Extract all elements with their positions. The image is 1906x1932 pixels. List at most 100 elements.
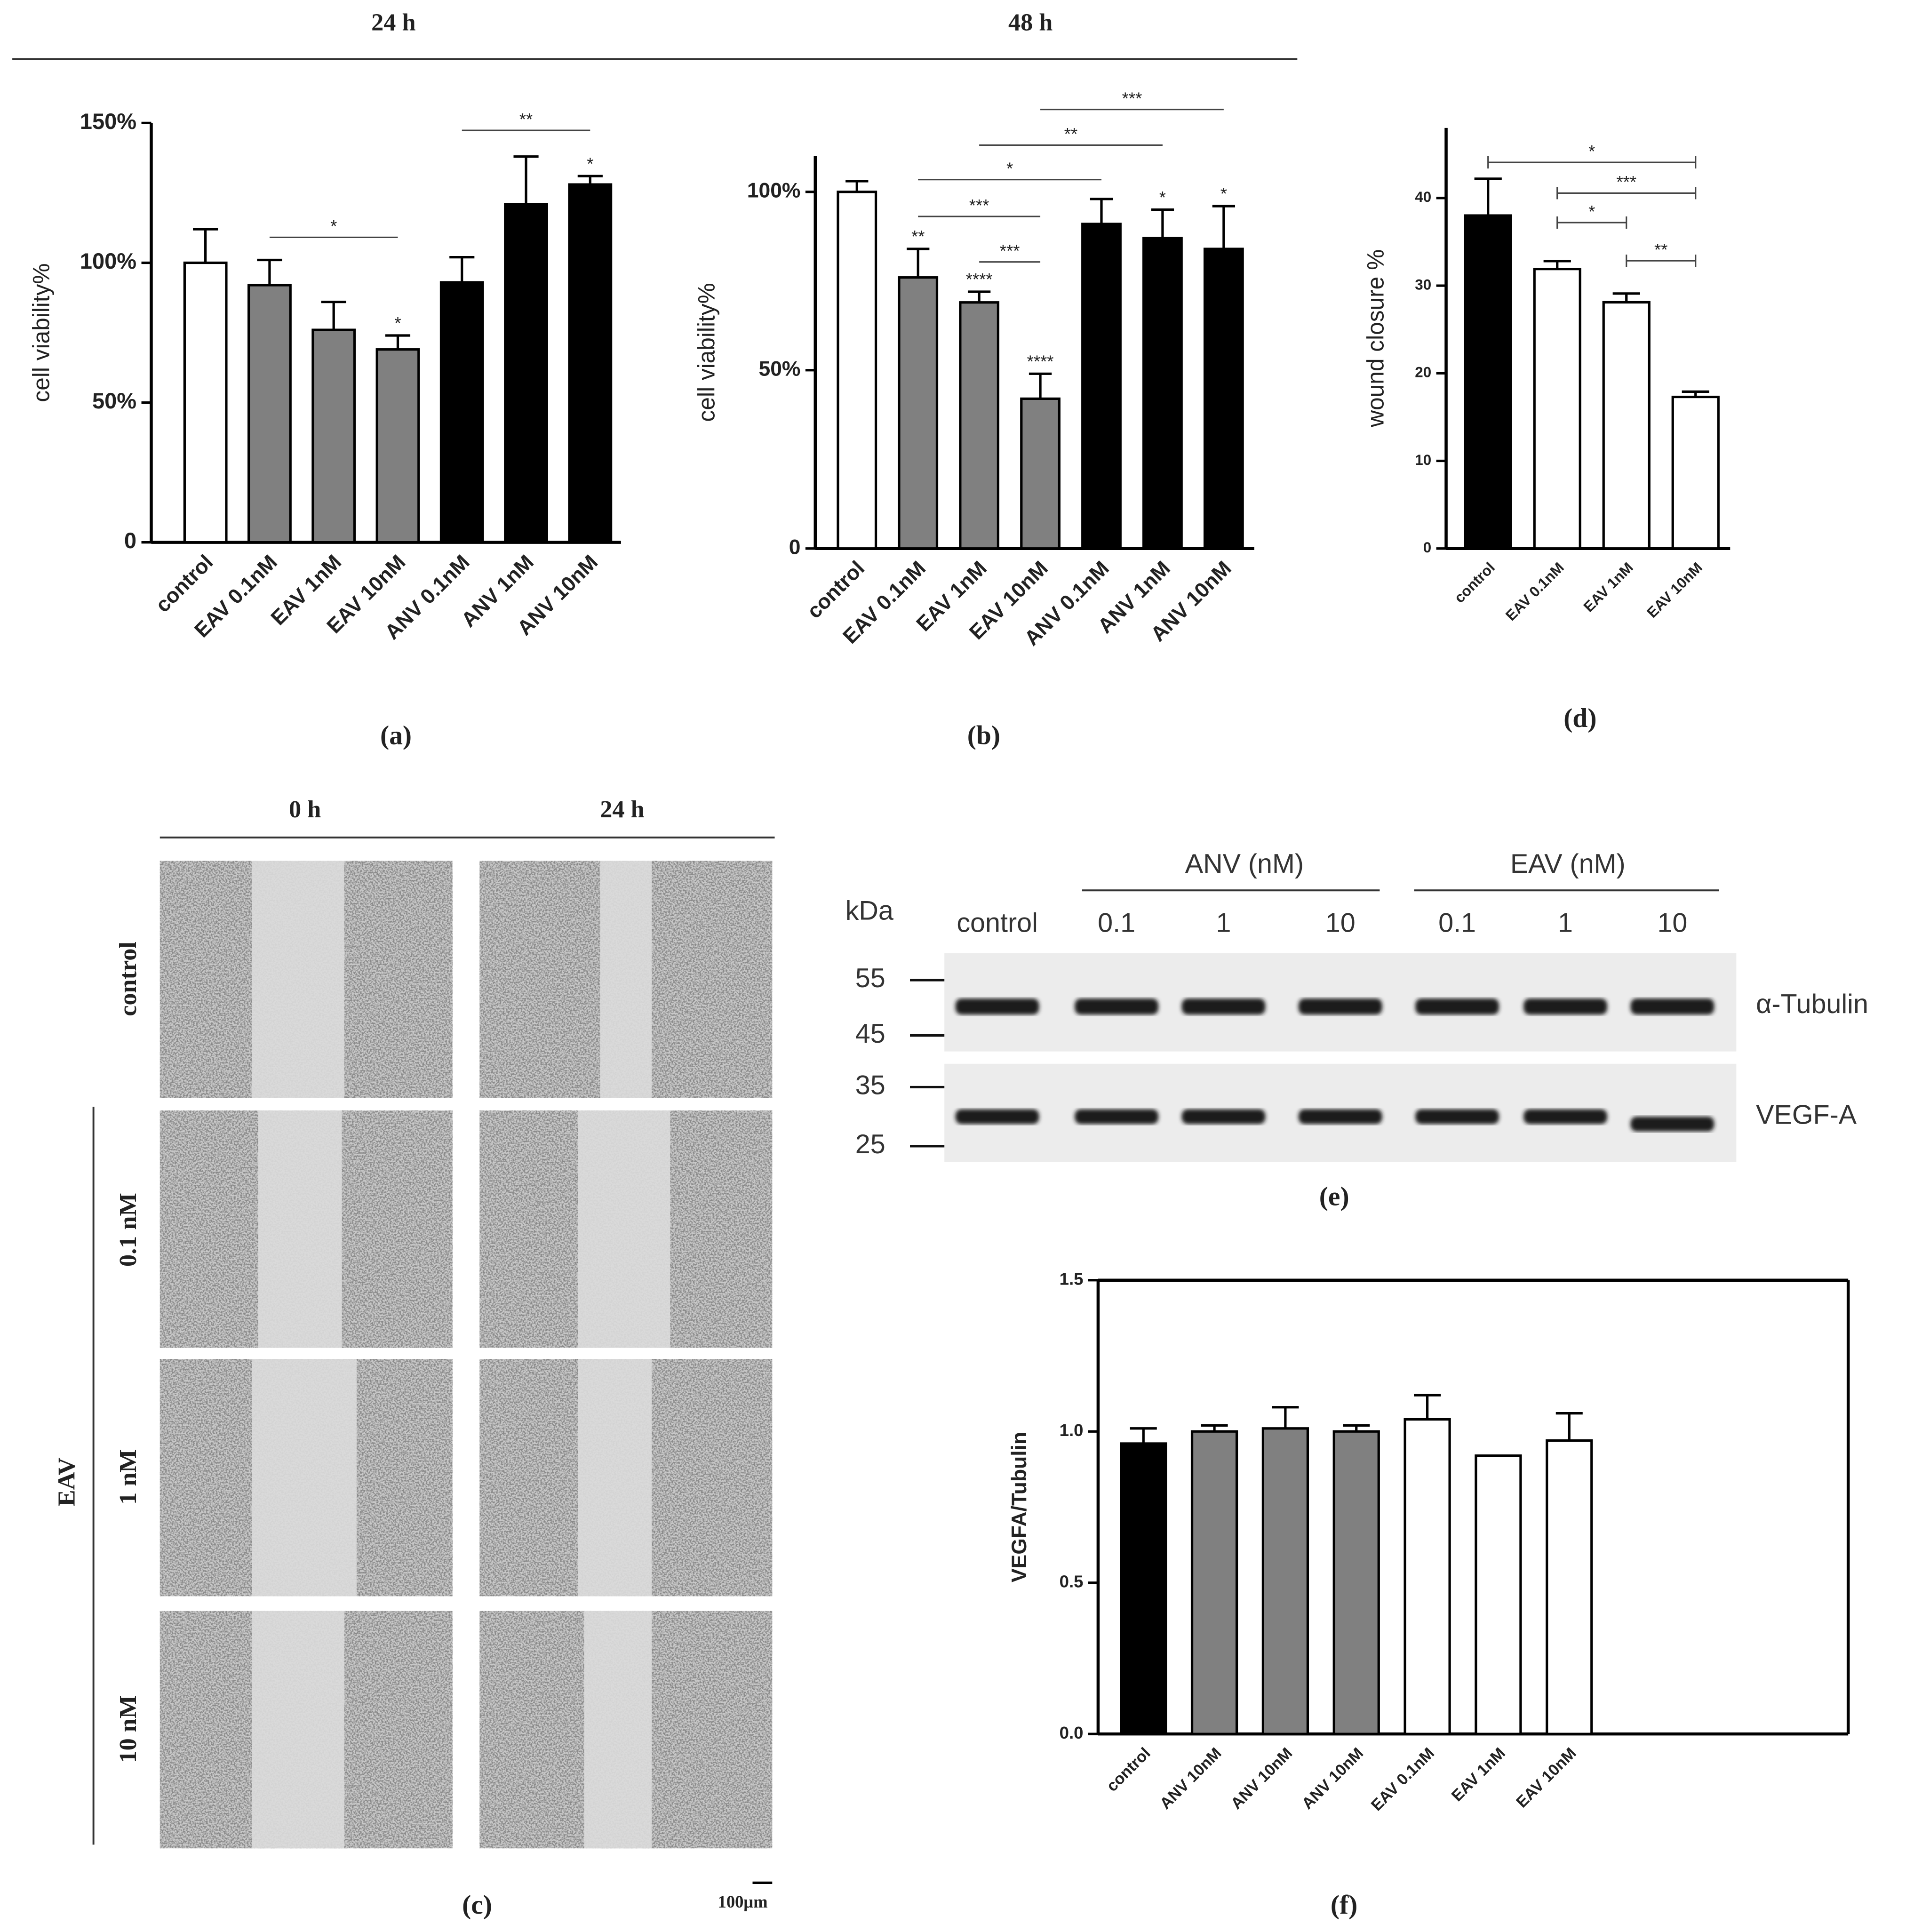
wound-gap (252, 861, 344, 1098)
band-label: VEGF-A (1756, 1100, 1857, 1130)
y-tick-label: 0 (124, 528, 136, 553)
significance-label: **** (966, 270, 993, 289)
significance-label: * (394, 313, 401, 333)
panel-label: (e) (1319, 1182, 1349, 1211)
header: 48 h (1008, 8, 1053, 36)
band (1298, 1109, 1382, 1124)
bar (1404, 1418, 1451, 1735)
y-tick-label: 150% (80, 109, 136, 134)
band (1298, 998, 1382, 1015)
bar (311, 328, 356, 544)
band (1415, 1109, 1499, 1124)
wound-gap (258, 1110, 342, 1348)
band (1523, 1109, 1607, 1124)
bracket-label: ** (519, 110, 533, 129)
bar (1671, 395, 1720, 550)
y-tick-label: 1.0 (1060, 1421, 1084, 1440)
bar (1332, 1430, 1380, 1735)
lane-label: 1 (1558, 908, 1573, 938)
bar (1602, 301, 1651, 550)
marker-label: 55 (855, 963, 885, 993)
significance-label: * (1159, 188, 1166, 207)
row-label: 1 nM (114, 1449, 142, 1505)
row-label: 10 nM (114, 1695, 142, 1763)
band (1415, 998, 1499, 1015)
bracket-label: ** (1654, 240, 1667, 259)
group-label: ANV (nM) (1185, 849, 1304, 879)
band-label: α-Tubulin (1756, 989, 1868, 1019)
panel-label: (c) (462, 1890, 492, 1920)
column-label: 0 h (289, 796, 321, 823)
wound-gap (252, 1359, 357, 1597)
wound-gap (578, 1359, 652, 1597)
y-tick-label: 100% (747, 179, 801, 202)
bar (1190, 1430, 1238, 1735)
bar (1120, 1442, 1167, 1735)
group-label: EAV (53, 1457, 80, 1506)
y-tick-label: 10 (1415, 452, 1431, 468)
lane-label: 10 (1657, 908, 1687, 938)
wound-gap (252, 1611, 344, 1849)
bracket-label: *** (969, 196, 989, 215)
marker-label: 45 (855, 1019, 885, 1049)
bar (375, 348, 420, 544)
bracket-label: *** (1616, 172, 1636, 192)
y-tick-label: 0.5 (1060, 1572, 1084, 1591)
bar (1261, 1427, 1309, 1735)
bar (247, 284, 292, 544)
bar (1142, 237, 1183, 550)
bar (837, 191, 877, 550)
bar (504, 203, 548, 544)
unit-label: kDa (845, 895, 893, 926)
wound-gap (600, 861, 652, 1098)
band (955, 998, 1039, 1015)
wound-gap (578, 1110, 670, 1348)
y-tick-label: 0 (1423, 539, 1431, 556)
significance-label: * (587, 154, 593, 173)
bar (1546, 1439, 1593, 1735)
y-tick-label: 50% (92, 388, 136, 413)
panel-label: (d) (1563, 703, 1596, 733)
y-tick-label: 20 (1415, 364, 1431, 381)
band (1075, 998, 1158, 1015)
bracket-label: ** (1064, 124, 1077, 144)
lane-label: 0.1 (1438, 908, 1476, 938)
bar (1533, 268, 1581, 550)
bar (183, 261, 228, 544)
panel-e: ANV (nM) EAV (nM) kDa α-Tubulin VEGF-A (… (845, 849, 1868, 1211)
y-tick-label: 100% (80, 248, 136, 273)
bar (1020, 397, 1061, 550)
bar (1475, 1454, 1522, 1735)
bar (898, 276, 939, 550)
bracket-label: *** (1122, 88, 1142, 108)
significance-label: **** (1027, 351, 1054, 371)
lane-label: 10 (1325, 908, 1356, 938)
row-label: control (114, 942, 142, 1016)
scale-label: 100μm (718, 1892, 768, 1911)
bar (439, 281, 484, 544)
panel-c: 0 h 24 h control 0.1 nM 1 nM 10 nM EAV 1… (53, 796, 775, 1920)
header: 24 h (371, 8, 415, 36)
band (955, 1109, 1039, 1124)
band (1630, 998, 1715, 1015)
y-tick-label: 50% (758, 357, 800, 380)
bracket-label: * (1588, 202, 1595, 221)
y-tick-label: 0.0 (1060, 1723, 1084, 1742)
bar (568, 183, 613, 544)
wound-gap (584, 1611, 652, 1849)
bar (959, 301, 1000, 550)
y-tick-label: 1.5 (1060, 1269, 1084, 1288)
panel-label: (b) (967, 720, 1000, 750)
group-label: EAV (nM) (1510, 849, 1626, 879)
bracket-label: *** (1000, 241, 1020, 260)
band (1075, 1109, 1158, 1124)
marker-label: 35 (855, 1070, 885, 1101)
y-tick-label: 0 (789, 535, 801, 559)
bar (1203, 247, 1244, 550)
bar (1081, 223, 1122, 550)
lane-label: 1 (1216, 908, 1231, 938)
column-label: 24 h (600, 796, 644, 823)
band (1181, 1109, 1266, 1124)
y-tick-label: 40 (1415, 189, 1431, 205)
